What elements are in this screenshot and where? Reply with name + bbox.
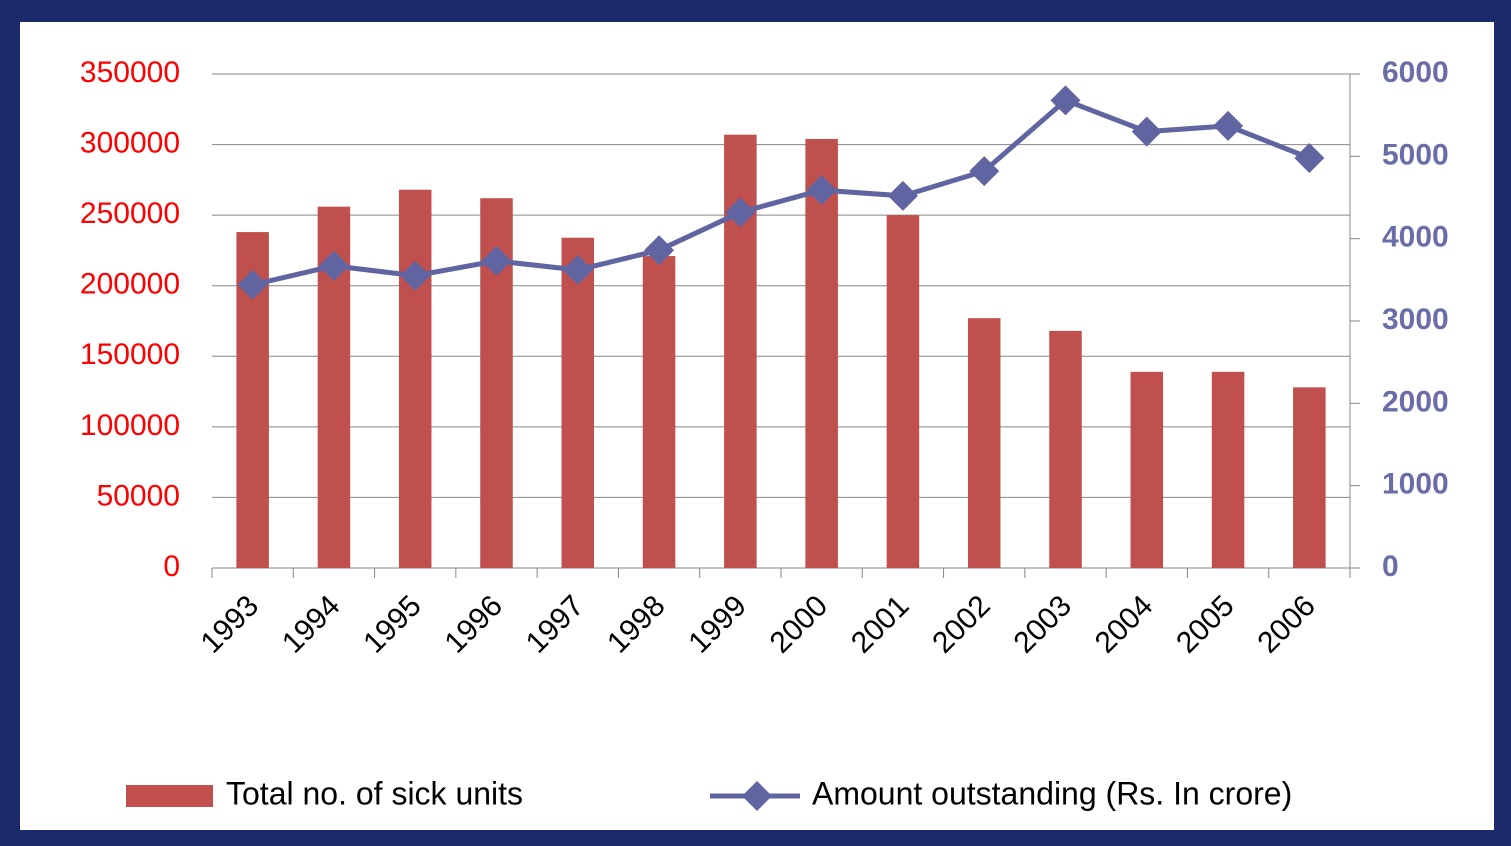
marker (400, 260, 431, 291)
bar (805, 138, 838, 568)
marker (1213, 110, 1244, 141)
line (252, 97, 1311, 288)
marker (562, 254, 593, 285)
bar (886, 215, 920, 568)
y2-tick-label: 0 (1382, 550, 1399, 583)
y2-tick-label: 5000 (1382, 138, 1449, 171)
y-tick-label: 100000 (80, 409, 180, 442)
marker (725, 197, 756, 228)
marker (1294, 142, 1325, 173)
marker (644, 235, 675, 266)
legend-label: Total no. of sick units (226, 775, 523, 811)
y-tick-label: 200000 (80, 268, 180, 301)
y2-tick-label: 3000 (1382, 303, 1449, 336)
legend-marker (742, 781, 772, 811)
y2-tick-label: 2000 (1382, 385, 1449, 418)
marker (887, 180, 918, 211)
marker (1131, 116, 1162, 147)
marker (481, 245, 512, 276)
bar (642, 256, 676, 568)
bar (398, 189, 432, 569)
y2-tick-label: 4000 (1382, 221, 1449, 254)
y-tick-label: 50000 (97, 479, 180, 512)
legend-swatch (126, 785, 213, 807)
marker (318, 250, 349, 281)
y-tick-label: 250000 (80, 197, 180, 230)
y-tick-label: 350000 (80, 56, 180, 89)
marker (1050, 85, 1081, 116)
marker (237, 269, 268, 300)
bar (1293, 387, 1326, 568)
y-tick-label: 300000 (80, 126, 180, 159)
bar (561, 237, 595, 568)
y-tick-label: 150000 (80, 338, 180, 371)
marker (969, 156, 1000, 187)
bar (967, 318, 1001, 568)
bar (1130, 371, 1164, 568)
y2-tick-label: 6000 (1382, 56, 1449, 89)
y2-tick-label: 1000 (1382, 468, 1449, 501)
y-tick-label: 0 (163, 550, 180, 583)
marker (806, 175, 837, 206)
bar (1049, 330, 1082, 568)
bar (1211, 371, 1245, 568)
legend-label: Amount outstanding (Rs. In crore) (812, 775, 1292, 811)
